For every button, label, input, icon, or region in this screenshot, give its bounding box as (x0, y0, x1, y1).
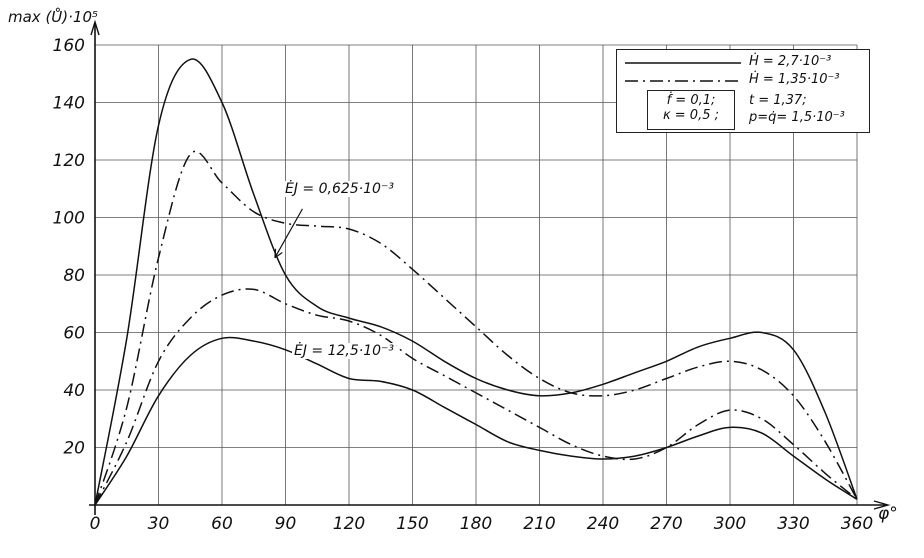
legend-sample-lines (625, 62, 741, 82)
legend-entry-dashdot-label: Ḣ = 1,35·10⁻³ (749, 72, 840, 87)
x-axis-label: φ° (878, 504, 898, 524)
series-curve-2 (94, 336, 858, 506)
annotation-arrow (274, 208, 303, 259)
param-f: ḟ = 0,1; (666, 93, 716, 108)
x-axis-arrow-icon (873, 500, 891, 510)
x-tick-label: 150 (396, 514, 428, 534)
x-tick-label: 360 (841, 514, 873, 534)
x-tick-label: 180 (460, 514, 492, 534)
x-tick-label: 90 (275, 514, 297, 534)
annotation-arrowhead-icon (274, 248, 277, 258)
annotation-ej-0625: ĖJ = 0,625·10⁻³ (283, 181, 396, 197)
y-tick-label: 100 (53, 209, 85, 229)
x-tick-label: 240 (587, 514, 619, 534)
y-tick-label: 60 (63, 324, 85, 344)
y-tick-label: 20 (63, 439, 85, 459)
legend-box: Ḣ = 2,7·10⁻³ Ḣ = 1,35·10⁻³ ḟ = 0,1; κ = … (616, 49, 870, 133)
x-tick-label: 60 (211, 514, 233, 534)
x-tick-label: 30 (148, 514, 170, 534)
x-tick-label: 210 (523, 514, 555, 534)
param-t: t = 1,37; (749, 93, 807, 108)
y-axis-arrow-icon (90, 19, 100, 36)
x-tick-label: 270 (650, 514, 682, 534)
y-tick-label: 80 (63, 266, 85, 286)
x-tick-label: 300 (714, 514, 746, 534)
series-curve-0 (94, 58, 858, 506)
series-curve-3 (94, 288, 858, 506)
param-kappa: κ = 0,5 ; (662, 108, 719, 123)
x-tick-label: 330 (777, 514, 809, 534)
y-axis-title: max (Ů)·10⁵ (8, 8, 98, 26)
legend-entry-solid-label: Ḣ = 2,7·10⁻³ (749, 54, 832, 69)
param-pq: p=q̇= 1,5·10⁻³ (749, 110, 845, 125)
x-tick-label: 120 (333, 514, 365, 534)
x-tick-label: 0 (90, 514, 101, 534)
annotation-arrowhead-icon (274, 252, 283, 259)
legend-params-box: ḟ = 0,1; κ = 0,5 ; (647, 90, 735, 130)
annotation-ej-125: ĖJ = 12,5·10⁻³ (292, 343, 397, 359)
y-tick-label: 140 (53, 94, 85, 114)
y-tick-label: 160 (53, 36, 85, 56)
series-curve-1 (94, 150, 858, 506)
y-tick-label: 40 (63, 381, 85, 401)
y-tick-label: 120 (53, 151, 85, 171)
